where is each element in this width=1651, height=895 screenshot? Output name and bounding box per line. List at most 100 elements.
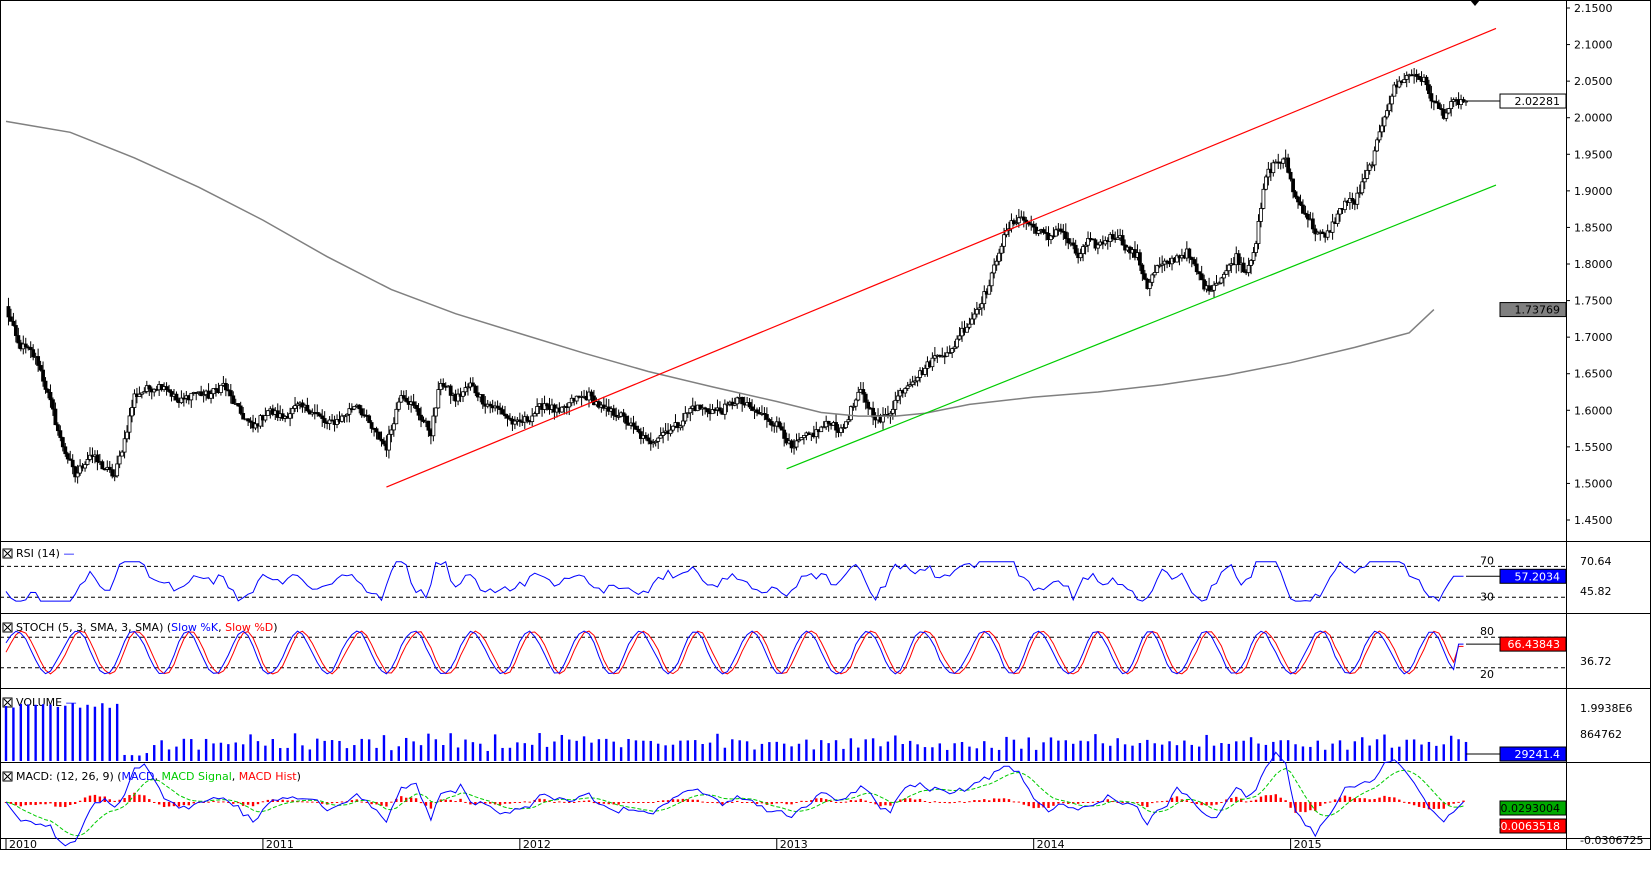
macd-hist-bar bbox=[167, 802, 171, 807]
candle-down bbox=[1197, 271, 1202, 275]
macd-hist-bar bbox=[800, 800, 803, 802]
candle-up bbox=[1392, 84, 1397, 97]
macd-sep2: , bbox=[232, 770, 239, 783]
volume-bar bbox=[1153, 743, 1156, 761]
candle-down bbox=[705, 408, 710, 413]
candle-down bbox=[750, 406, 754, 411]
candle-down bbox=[767, 419, 772, 422]
macd-hist-bar bbox=[913, 799, 917, 802]
volume-bar bbox=[1094, 734, 1097, 761]
volume-bar bbox=[1368, 745, 1371, 761]
macd-hist-bar bbox=[597, 802, 601, 804]
x-axis: 2010 2011 2012 2013 2014 2015 bbox=[5, 838, 1322, 851]
stoch-level-20: 20 bbox=[1480, 668, 1494, 681]
macd-hist-bar bbox=[805, 800, 808, 802]
volume-value: 29241.4 bbox=[1515, 748, 1561, 761]
volume-bar bbox=[545, 746, 549, 761]
macd-hist-bar bbox=[321, 802, 324, 804]
candle-up bbox=[1449, 101, 1454, 109]
candle-down bbox=[1236, 253, 1241, 265]
volume-bar bbox=[1375, 739, 1379, 761]
candle-up bbox=[137, 393, 142, 397]
macd-close: ) bbox=[297, 770, 301, 783]
price-tick-label: 1.6500 bbox=[1574, 368, 1613, 381]
macd-hist-bar bbox=[39, 802, 42, 805]
macd-hist-bar bbox=[740, 802, 744, 803]
macd-hist-bar bbox=[1230, 798, 1233, 802]
volume-bar bbox=[671, 744, 675, 761]
candle-up bbox=[1402, 79, 1407, 84]
rsi-level-70: 70 bbox=[1480, 554, 1494, 567]
volume-bar bbox=[49, 704, 52, 761]
candle-up bbox=[1002, 234, 1006, 247]
candle-down bbox=[611, 408, 616, 416]
macd-hist-bar bbox=[908, 798, 912, 802]
candle-down bbox=[1303, 212, 1308, 215]
volume-bar bbox=[212, 743, 215, 761]
volume-bar bbox=[293, 733, 297, 761]
macd-hist-bar bbox=[212, 801, 215, 803]
candle-down bbox=[1021, 216, 1026, 221]
candle-up bbox=[1377, 131, 1382, 141]
candle-down bbox=[199, 391, 204, 397]
candle-up bbox=[945, 352, 950, 357]
volume-bar bbox=[834, 740, 838, 761]
volume-bar bbox=[316, 738, 319, 761]
macd-hist-bar bbox=[602, 802, 606, 804]
macd-hist-bar bbox=[172, 802, 176, 807]
macd-hist-bar bbox=[1462, 800, 1465, 802]
ma-value: 1.73769 bbox=[1515, 304, 1561, 317]
candle-up bbox=[1016, 217, 1021, 224]
macd-hist-bar bbox=[988, 800, 991, 802]
macd-hist-bar bbox=[869, 801, 872, 803]
volume-bar bbox=[1227, 743, 1231, 761]
macd-hist-bar bbox=[474, 802, 477, 805]
candle-down bbox=[107, 466, 112, 471]
ma-value-tag bbox=[1499, 302, 1567, 318]
volume-bar bbox=[523, 743, 526, 761]
volume-bar bbox=[93, 706, 97, 761]
candle-up bbox=[1382, 116, 1387, 127]
macd-hist-bar bbox=[948, 802, 951, 804]
volume-bar bbox=[827, 743, 830, 761]
candle-down bbox=[36, 356, 41, 366]
candle-down bbox=[1189, 257, 1194, 260]
candle-up bbox=[910, 381, 915, 386]
candle-up bbox=[189, 392, 194, 401]
macd-hist-bar bbox=[1170, 797, 1174, 802]
candle-down bbox=[401, 395, 406, 399]
candle-down bbox=[248, 420, 253, 423]
candle-down bbox=[1140, 264, 1145, 275]
candle-up bbox=[987, 285, 992, 295]
volume-bar bbox=[516, 742, 519, 761]
candle-up bbox=[1147, 281, 1152, 289]
candle-down bbox=[1241, 262, 1246, 273]
macd-hist-bar bbox=[820, 798, 823, 802]
macd-hist-bar bbox=[1136, 802, 1139, 804]
price-tick-label: 1.8500 bbox=[1574, 221, 1613, 234]
candle-up bbox=[115, 463, 120, 477]
macd-hist-bar bbox=[1215, 802, 1218, 805]
candle-down bbox=[1301, 204, 1305, 214]
volume-bar bbox=[805, 739, 808, 761]
volume-bar bbox=[879, 746, 882, 761]
candle-up bbox=[1078, 253, 1083, 259]
macd-hist-bar bbox=[464, 801, 467, 803]
candle-down bbox=[357, 404, 362, 410]
volume-bar bbox=[634, 740, 638, 761]
x-tick-label: 2012 bbox=[523, 838, 551, 851]
macd-hist-bar bbox=[1047, 802, 1050, 808]
macd-line bbox=[5, 751, 1464, 847]
candle-up bbox=[120, 451, 125, 457]
candle-down bbox=[46, 389, 50, 393]
volume-bar bbox=[1249, 737, 1253, 761]
macd-hist-bar bbox=[997, 798, 1001, 802]
volume-bar bbox=[123, 754, 126, 761]
macd-hist-bar bbox=[1116, 802, 1119, 803]
volume-bar bbox=[1116, 738, 1119, 761]
macd-hist-bar bbox=[133, 792, 136, 802]
macd-hist-bar bbox=[938, 801, 942, 803]
volume-bar bbox=[916, 744, 919, 761]
macd-hist-bar bbox=[1338, 797, 1342, 802]
macd-hist-bar bbox=[849, 800, 853, 802]
